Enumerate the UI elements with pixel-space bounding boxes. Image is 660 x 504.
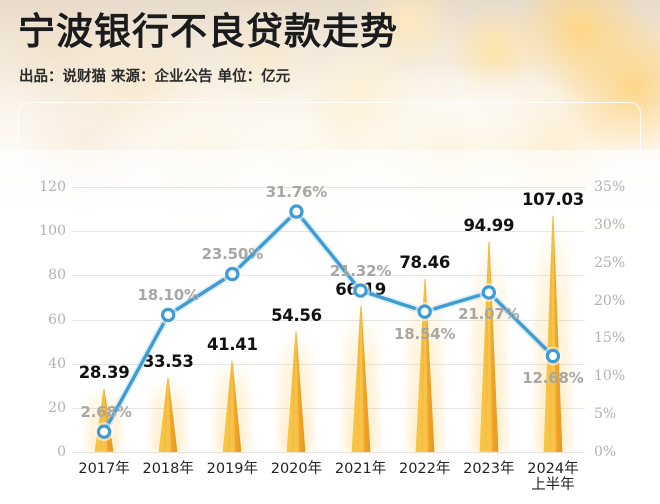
bar-value-label: 28.39: [78, 363, 130, 383]
y-axis-tick-right: 35%: [594, 179, 626, 195]
y-axis-tick-left: 80: [48, 267, 66, 284]
page-subtitle: 出品：说财猫 来源：企业公告 单位：亿元: [19, 69, 291, 85]
y-axis-tick-left: 120: [39, 179, 66, 195]
line-marker[interactable]: [481, 285, 497, 300]
bar-cone-shape: [222, 360, 242, 452]
gridline: [72, 187, 585, 188]
bar[interactable]: [215, 360, 250, 452]
x-axis-tick-label: 2022年: [398, 461, 451, 477]
bar[interactable]: [343, 305, 378, 452]
x-axis-tick-label: 2021年: [334, 461, 387, 477]
line-value-label: 18.54%: [394, 324, 456, 343]
line-marker[interactable]: [225, 266, 240, 282]
line-value-label: 21.32%: [329, 261, 392, 280]
gridline: [72, 275, 585, 277]
y-axis-tick-left: 20: [48, 399, 66, 416]
gridline: [72, 452, 585, 453]
bar[interactable]: [151, 377, 186, 452]
gridline: [72, 363, 585, 365]
bar-value-label: 78.46: [399, 252, 451, 272]
line-value-label: 18.10%: [137, 285, 199, 304]
y-axis-tick-left: 100: [39, 223, 66, 240]
bar-cone-shape: [415, 278, 435, 452]
gridline: [72, 231, 585, 233]
y-axis-tick-left: 60: [48, 311, 66, 328]
bar[interactable]: [279, 331, 314, 452]
x-axis-tick-label: 2020年: [270, 461, 323, 477]
gridline: [72, 407, 585, 409]
y-axis-tick-right: 25%: [594, 254, 626, 271]
page-title: 宁波银行不良贷款走势: [18, 10, 398, 53]
x-axis-tick-label: 2024年 上半年: [527, 461, 579, 493]
bar[interactable]: [535, 215, 570, 452]
x-axis-tick-label: 2019年: [206, 461, 259, 477]
y-axis-tick-right: 10%: [594, 368, 626, 385]
x-axis-tick-label: 2023年: [463, 461, 515, 477]
y-axis-tick-right: 30%: [594, 216, 626, 233]
line-value-label: 12.68%: [522, 368, 584, 387]
bar-value-label: 33.53: [142, 351, 194, 371]
bar-cone-shape: [158, 377, 178, 452]
y-axis-tick-right: 20%: [594, 292, 626, 309]
line-marker[interactable]: [353, 283, 368, 298]
line-value-label: 31.76%: [265, 182, 328, 201]
bar-value-label: 41.41: [206, 334, 258, 354]
line-value-label: 2.68%: [80, 402, 132, 421]
line-marker[interactable]: [417, 304, 432, 319]
gridline: [72, 319, 585, 321]
y-axis-tick-right: 5%: [594, 406, 617, 423]
y-axis-tick-right: 15%: [594, 330, 626, 347]
bar-value-label: 94.99: [463, 216, 515, 236]
bar-cone-shape: [543, 215, 563, 452]
x-axis-tick-label: 2017年: [78, 461, 130, 477]
bar-cone-shape: [287, 331, 306, 452]
line-marker[interactable]: [545, 348, 561, 364]
bar[interactable]: [471, 242, 506, 452]
line-marker[interactable]: [289, 204, 304, 219]
y-axis-tick-right: 0%: [594, 444, 617, 460]
x-axis-tick-label: 2018年: [142, 461, 194, 477]
y-axis-tick-left: 0: [57, 444, 66, 460]
line-value-label: 21.07%: [458, 305, 520, 324]
line-marker[interactable]: [96, 424, 112, 439]
bar-value-label: 107.03: [522, 189, 584, 209]
line-value-label: 23.50%: [201, 245, 263, 264]
bar-cone-shape: [351, 305, 370, 452]
y-axis-tick-left: 40: [48, 355, 66, 372]
bar-value-label: 54.56: [271, 305, 322, 325]
line-marker[interactable]: [160, 307, 176, 323]
